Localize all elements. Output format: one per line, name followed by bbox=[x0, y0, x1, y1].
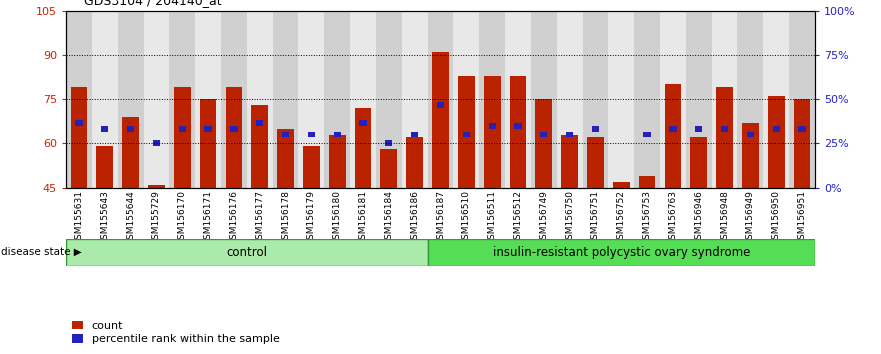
Bar bbox=[196, 11, 221, 188]
Bar bbox=[489, 123, 496, 129]
Bar bbox=[737, 11, 763, 188]
Bar bbox=[411, 132, 418, 137]
Bar bbox=[226, 87, 242, 188]
Bar bbox=[768, 96, 785, 188]
Bar bbox=[742, 123, 759, 188]
Bar bbox=[587, 137, 603, 188]
Bar bbox=[307, 132, 315, 137]
Bar bbox=[381, 149, 397, 188]
Bar bbox=[282, 132, 289, 137]
Bar bbox=[505, 11, 531, 188]
Bar bbox=[437, 102, 444, 108]
Bar bbox=[118, 11, 144, 188]
Bar bbox=[148, 185, 165, 188]
Bar bbox=[773, 126, 780, 132]
Text: GDS3104 / 204140_at: GDS3104 / 204140_at bbox=[84, 0, 221, 7]
Bar bbox=[691, 137, 707, 188]
Bar bbox=[454, 11, 479, 188]
Bar bbox=[324, 11, 350, 188]
Text: insulin-resistant polycystic ovary syndrome: insulin-resistant polycystic ovary syndr… bbox=[492, 246, 750, 259]
Bar bbox=[670, 126, 677, 132]
Bar bbox=[376, 11, 402, 188]
Bar bbox=[484, 75, 500, 188]
Bar bbox=[272, 11, 299, 188]
Bar bbox=[515, 123, 522, 129]
Bar bbox=[712, 11, 737, 188]
Bar bbox=[230, 126, 238, 132]
Bar bbox=[122, 117, 139, 188]
Bar bbox=[96, 146, 113, 188]
Bar bbox=[350, 11, 376, 188]
Bar bbox=[531, 11, 557, 188]
Bar bbox=[359, 120, 366, 126]
Text: disease state ▶: disease state ▶ bbox=[1, 247, 82, 257]
Bar bbox=[789, 11, 815, 188]
Bar bbox=[144, 11, 169, 188]
Bar bbox=[355, 108, 372, 188]
Bar bbox=[66, 11, 92, 188]
Bar bbox=[540, 132, 547, 137]
Bar bbox=[634, 11, 660, 188]
Bar bbox=[721, 126, 729, 132]
Bar bbox=[200, 99, 217, 188]
Bar bbox=[179, 126, 186, 132]
Bar bbox=[716, 87, 733, 188]
Bar bbox=[427, 11, 454, 188]
FancyBboxPatch shape bbox=[66, 239, 427, 266]
Bar bbox=[664, 84, 681, 188]
Bar bbox=[592, 126, 599, 132]
Bar bbox=[70, 87, 87, 188]
Bar bbox=[566, 132, 574, 137]
Bar bbox=[618, 229, 625, 235]
Bar bbox=[695, 126, 702, 132]
Bar bbox=[509, 75, 526, 188]
Bar bbox=[463, 132, 470, 137]
Bar bbox=[639, 176, 655, 188]
Bar bbox=[174, 87, 190, 188]
Bar bbox=[299, 11, 324, 188]
Bar bbox=[101, 126, 108, 132]
Bar bbox=[609, 11, 634, 188]
Bar bbox=[582, 11, 609, 188]
Bar bbox=[458, 75, 475, 188]
Bar bbox=[432, 52, 449, 188]
Bar bbox=[660, 11, 685, 188]
Bar bbox=[561, 135, 578, 188]
Text: control: control bbox=[226, 246, 267, 259]
Bar bbox=[92, 11, 118, 188]
Bar bbox=[278, 129, 294, 188]
Bar bbox=[613, 182, 630, 188]
Bar bbox=[747, 132, 754, 137]
Bar bbox=[402, 11, 427, 188]
Bar bbox=[303, 146, 320, 188]
Bar bbox=[247, 11, 272, 188]
Bar bbox=[329, 135, 345, 188]
Bar bbox=[794, 99, 811, 188]
FancyBboxPatch shape bbox=[427, 239, 815, 266]
Bar bbox=[256, 120, 263, 126]
Bar bbox=[221, 11, 247, 188]
Bar bbox=[557, 11, 582, 188]
Bar bbox=[204, 126, 211, 132]
Bar bbox=[385, 141, 392, 146]
Bar bbox=[536, 99, 552, 188]
Bar bbox=[798, 126, 805, 132]
Bar bbox=[685, 11, 712, 188]
Bar bbox=[251, 105, 268, 188]
Legend: count, percentile rank within the sample: count, percentile rank within the sample bbox=[71, 321, 279, 344]
Bar bbox=[763, 11, 789, 188]
Bar bbox=[406, 137, 423, 188]
Bar bbox=[127, 126, 134, 132]
Bar bbox=[152, 141, 160, 146]
Bar bbox=[334, 132, 341, 137]
Bar bbox=[479, 11, 505, 188]
Bar bbox=[643, 132, 651, 137]
Bar bbox=[169, 11, 196, 188]
Bar bbox=[76, 120, 83, 126]
